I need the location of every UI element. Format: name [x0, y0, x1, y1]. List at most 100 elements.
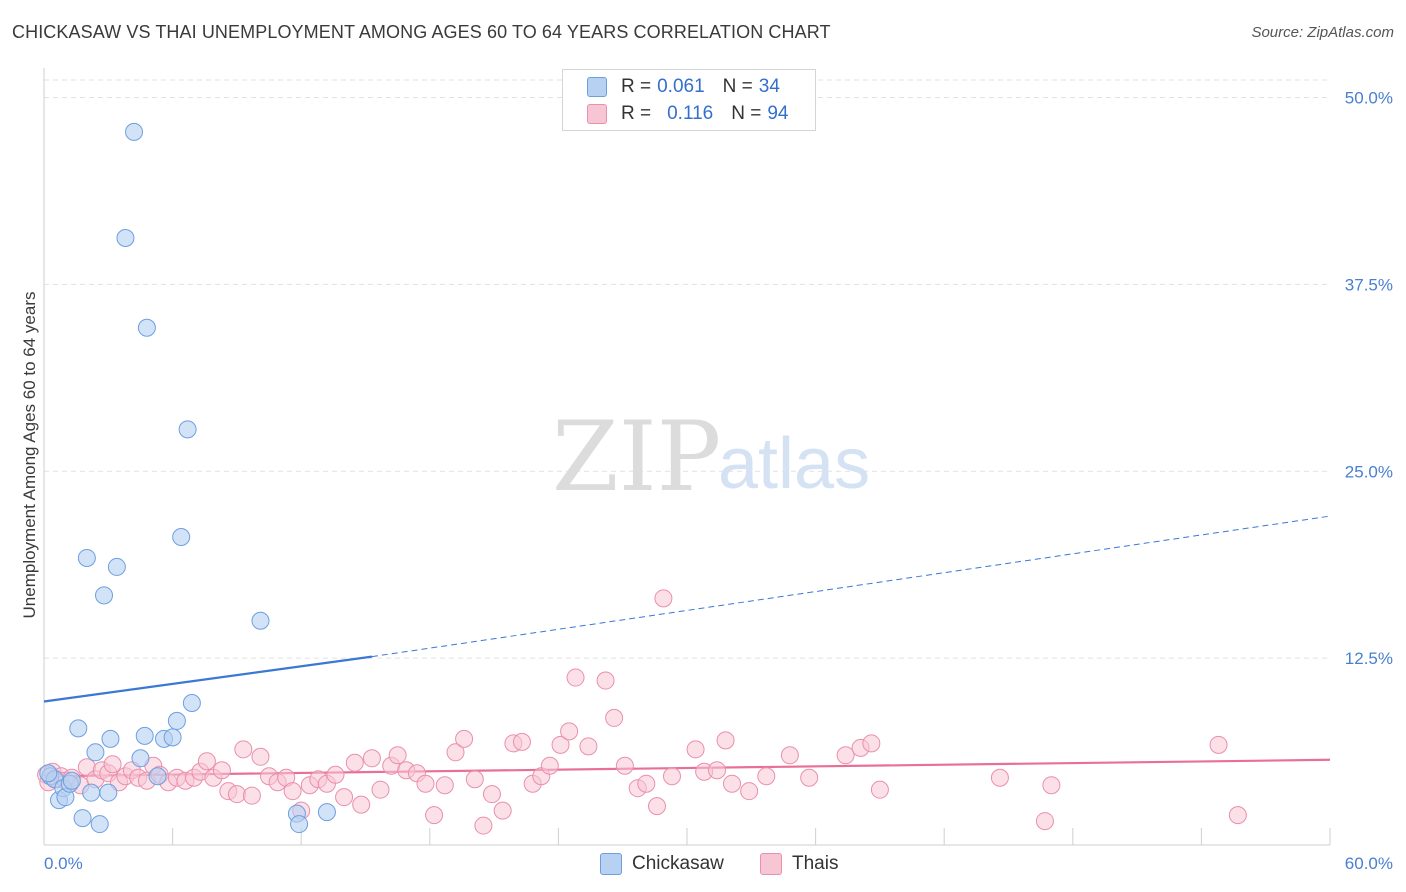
thais-point — [654, 589, 673, 608]
x-tick-label: 60.0% — [1345, 854, 1393, 873]
thais-point — [615, 756, 634, 775]
source-label: Source: ZipAtlas.com — [1251, 24, 1394, 41]
thais-point — [1035, 812, 1054, 831]
thais-point — [540, 756, 559, 775]
chickasaw-point — [125, 122, 144, 141]
thais-trend-line — [43, 758, 1331, 778]
chickasaw-point — [62, 771, 81, 790]
watermark-atlas: atlas — [718, 424, 870, 504]
thais-point — [388, 746, 407, 765]
thais-point — [197, 752, 216, 771]
thais-point — [605, 708, 624, 727]
y-tick-label: 25.0% — [1345, 462, 1393, 481]
chickasaw-point — [95, 586, 114, 605]
chickasaw-point — [163, 728, 182, 747]
legend-n-label: N = — [722, 76, 753, 97]
trend-lines — [43, 515, 1331, 778]
chickasaw-trend-solid — [43, 655, 373, 703]
chickasaw-point — [101, 729, 120, 748]
thais-point — [103, 755, 122, 774]
chickasaw-point — [167, 711, 186, 730]
legend-r-label: R = — [621, 76, 652, 97]
chickasaw-legend-label: Chickasaw — [632, 853, 724, 874]
chickasaw-point — [148, 767, 167, 786]
thais-point — [283, 782, 302, 801]
chickasaw-point — [107, 557, 126, 576]
watermark: ZIP atlas — [552, 401, 870, 513]
chickasaw-point — [178, 420, 197, 439]
bottom-legend-thais: Thais — [760, 852, 838, 876]
x-tick-label: 0.0% — [44, 854, 83, 873]
thais-point — [482, 785, 501, 804]
thais-legend-swatch — [760, 853, 782, 875]
chickasaw-point — [131, 749, 150, 768]
thais-point — [416, 774, 435, 793]
thais-point — [686, 740, 705, 759]
thais-point — [512, 732, 531, 751]
chickasaw-point — [182, 693, 201, 712]
thais-point — [474, 816, 493, 835]
thais-point — [780, 746, 799, 765]
thais-point — [551, 735, 570, 754]
thais-point — [800, 768, 819, 787]
y-tick-label: 12.5% — [1345, 649, 1393, 668]
tick-labels: 12.5% 25.0% 37.5% 50.0% 0.0% 60.0% — [44, 89, 1393, 874]
thais-point — [716, 731, 735, 750]
thais-point — [870, 780, 889, 799]
thais-swatch — [587, 104, 607, 124]
correlation-legend: R = 0.061 N = 34 R = 0.116 N = 94 — [562, 69, 816, 131]
thais-point — [345, 753, 364, 772]
thais-point — [990, 768, 1009, 787]
thais-point — [335, 788, 354, 807]
chickasaw-point — [39, 764, 58, 783]
thais-point — [740, 782, 759, 801]
thais-point — [446, 743, 465, 762]
chickasaw-point — [137, 318, 156, 337]
thais-point — [1042, 776, 1061, 795]
thais-legend-label: Thais — [792, 853, 839, 874]
thais-point — [212, 761, 231, 780]
chickasaw-point — [86, 743, 105, 762]
axes — [43, 68, 1331, 846]
thais-point — [579, 737, 598, 756]
thais-point — [326, 765, 345, 784]
data-points — [37, 122, 1247, 835]
thais-point — [242, 786, 261, 805]
thais-point — [251, 747, 270, 766]
legend-n-label: N = — [731, 103, 762, 124]
chickasaw-point — [290, 815, 309, 834]
chickasaw-legend-swatch — [600, 853, 622, 875]
grid-lines — [44, 79, 1330, 659]
chickasaw-point — [135, 726, 154, 745]
chickasaw-swatch — [587, 77, 607, 97]
chickasaw-point — [82, 783, 101, 802]
legend-r-label: R = — [621, 103, 652, 124]
thais-point — [435, 776, 454, 795]
thais-point — [637, 774, 656, 793]
legend-row-thais: R = 0.116 N = 94 — [587, 102, 807, 126]
thais-point — [352, 795, 371, 814]
thais-point — [227, 785, 246, 804]
thais-point — [862, 734, 881, 753]
thais-point — [560, 722, 579, 741]
thais-point — [234, 740, 253, 759]
thais-point — [493, 801, 512, 820]
chickasaw-point — [99, 783, 118, 802]
chickasaw-point — [317, 803, 336, 822]
bottom-legend-chickasaw: Chickasaw — [600, 852, 724, 876]
thais-point — [566, 668, 585, 687]
chickasaw-point — [172, 528, 191, 547]
thais-point — [836, 746, 855, 765]
thais-point — [647, 797, 666, 816]
chickasaw-point — [69, 719, 88, 738]
thais-point — [757, 767, 776, 786]
chickasaw-point — [77, 548, 96, 567]
thais-point — [362, 749, 381, 768]
thais-point — [465, 770, 484, 789]
legend-r-value: 0.061 — [657, 76, 705, 97]
legend-n-value: 34 — [758, 76, 780, 97]
chickasaw-trend-dashed — [371, 515, 1331, 658]
thais-point — [596, 671, 615, 690]
chickasaw-point — [116, 229, 135, 248]
